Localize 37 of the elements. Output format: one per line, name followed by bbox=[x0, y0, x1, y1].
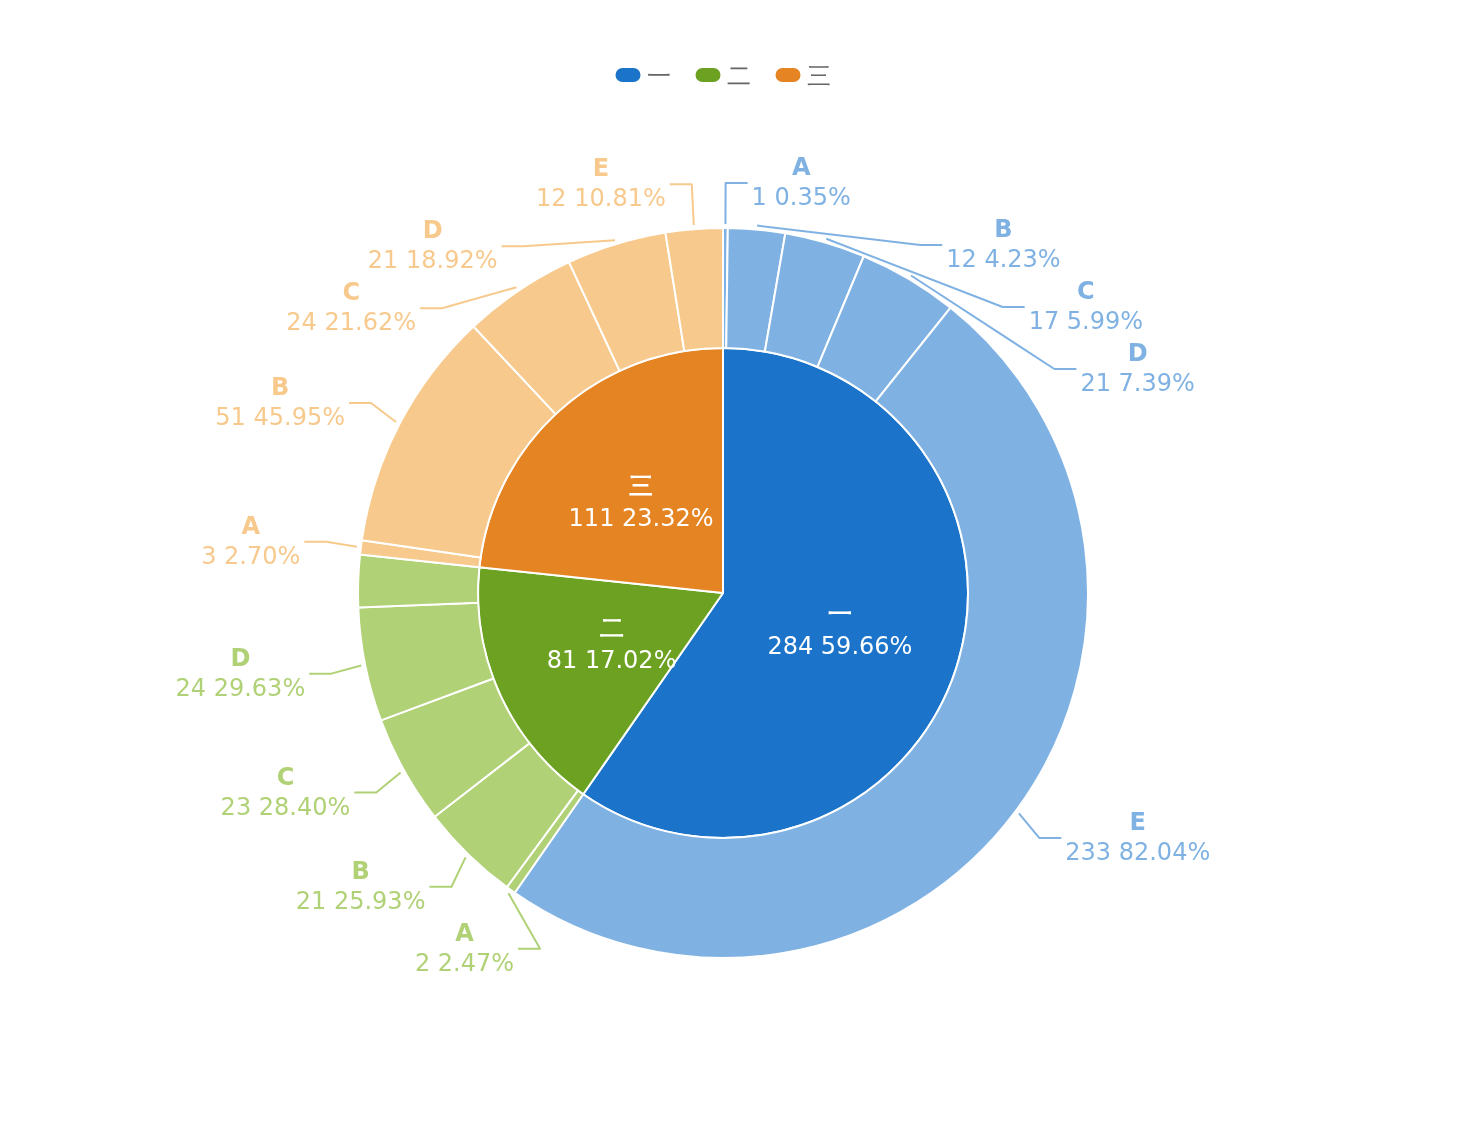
slice-label: E bbox=[1129, 807, 1146, 836]
slice-label: A bbox=[241, 511, 261, 540]
slice-label: 二 bbox=[599, 613, 624, 642]
data-label: 111 23.32% bbox=[568, 503, 714, 532]
data-label: 21 18.92% bbox=[367, 246, 498, 275]
data-label: 17 5.99% bbox=[1028, 307, 1144, 336]
data-label: 81 17.02% bbox=[546, 645, 677, 674]
legend-label: 一 bbox=[646, 62, 671, 90]
slice-label: 一 bbox=[827, 599, 852, 628]
data-label: 12 10.81% bbox=[536, 184, 666, 213]
slice-label: B bbox=[994, 215, 1013, 244]
slice-label: D bbox=[422, 216, 443, 245]
legend-label: 三 bbox=[806, 62, 831, 90]
slice-label: D bbox=[1127, 339, 1148, 368]
data-label: 3 2.70% bbox=[201, 541, 301, 570]
data-label: 24 29.63% bbox=[175, 673, 306, 702]
slice-label: C bbox=[276, 762, 295, 791]
legend-label: 二 bbox=[726, 62, 751, 90]
data-label: 1 0.35% bbox=[751, 183, 851, 212]
data-label: 21 7.39% bbox=[1080, 369, 1195, 398]
data-label: 21 25.93% bbox=[295, 886, 426, 915]
slice-label: 三 bbox=[629, 471, 654, 500]
slice-label: D bbox=[230, 643, 251, 672]
slice-label: B bbox=[271, 373, 290, 402]
data-label: 233 82.04% bbox=[1065, 837, 1211, 866]
slice-label: C bbox=[342, 278, 361, 307]
slice-label: A bbox=[455, 918, 475, 947]
data-label: 51 45.95% bbox=[215, 403, 345, 432]
data-label: 23 28.40% bbox=[220, 792, 351, 821]
slice-label: E bbox=[592, 154, 610, 183]
data-label: 284 59.66% bbox=[767, 631, 913, 660]
data-label: 12 4.23% bbox=[946, 245, 1061, 274]
slice-label: A bbox=[791, 153, 811, 182]
data-label: 2 2.47% bbox=[414, 948, 515, 977]
slice-label: B bbox=[351, 856, 370, 885]
data-label: 24 21.62% bbox=[286, 308, 417, 337]
slice-label: C bbox=[1077, 277, 1095, 306]
